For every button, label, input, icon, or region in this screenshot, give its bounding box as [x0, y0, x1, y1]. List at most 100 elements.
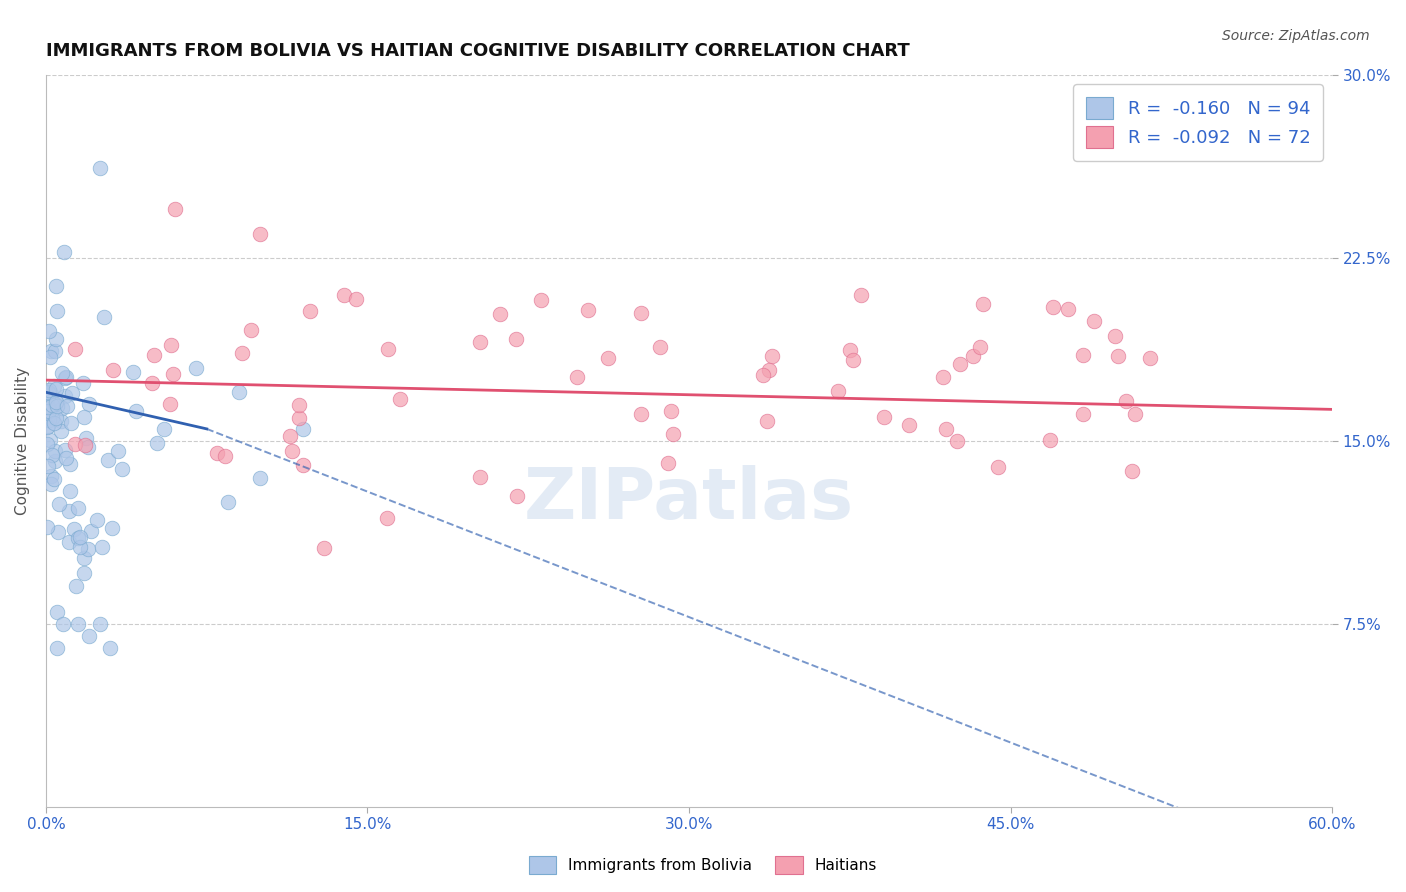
Legend: Immigrants from Bolivia, Haitians: Immigrants from Bolivia, Haitians [523, 850, 883, 880]
Point [578, 302, 600, 317]
Point [207, 446, 229, 460]
Point [842, 353, 865, 368]
Point [41, 411, 63, 425]
Point [1071, 348, 1094, 362]
Point [565, 369, 588, 384]
Point [44, 472, 66, 486]
Point [288, 398, 311, 412]
Point [72, 376, 94, 391]
Point [55, 370, 77, 384]
Point [630, 306, 652, 320]
Point [77, 441, 100, 455]
Point [1057, 301, 1080, 316]
Point [945, 434, 967, 448]
Point [278, 429, 301, 443]
Point [73, 566, 96, 580]
Point [73, 409, 96, 424]
Point [67, 617, 90, 632]
Point [79, 397, 101, 411]
Text: Source: ZipAtlas.com: Source: ZipAtlas.com [1222, 29, 1369, 44]
Point [949, 357, 972, 371]
Point [37, 458, 59, 473]
Point [58, 504, 80, 518]
Point [45, 411, 67, 425]
Point [44, 396, 66, 410]
Point [962, 350, 984, 364]
Point [1042, 300, 1064, 314]
Point [468, 470, 491, 484]
Point [63, 437, 86, 451]
Text: IMMIGRANTS FROM BOLIVIA VS HAITIAN COGNITIVE DISABILITY CORRELATION CHART: IMMIGRANTS FROM BOLIVIA VS HAITIAN COGNI… [46, 42, 910, 60]
Point [56, 399, 79, 413]
Point [38, 350, 60, 364]
Point [37, 418, 59, 433]
Point [488, 307, 510, 321]
Point [39, 469, 62, 483]
Point [46, 525, 69, 540]
Point [39, 343, 62, 358]
Point [37, 391, 59, 405]
Point [45, 605, 67, 619]
Point [45, 641, 67, 656]
Point [239, 323, 262, 337]
Point [972, 296, 994, 310]
Point [37, 401, 59, 415]
Point [63, 522, 86, 536]
Point [468, 335, 491, 350]
Point [89, 161, 111, 175]
Point [37, 385, 59, 400]
Point [59, 457, 82, 471]
Point [1123, 407, 1146, 421]
Point [839, 343, 862, 357]
Point [98, 641, 121, 656]
Point [39, 386, 62, 401]
Legend: R =  -0.160   N = 94, R =  -0.092   N = 72: R = -0.160 N = 94, R = -0.092 N = 72 [1074, 84, 1323, 161]
Point [53, 389, 76, 403]
Point [42, 379, 65, 393]
Point [969, 340, 991, 354]
Point [76, 542, 98, 557]
Point [505, 332, 527, 346]
Point [44, 443, 66, 458]
Point [1115, 394, 1137, 409]
Text: ZIPatlas: ZIPatlas [524, 465, 853, 534]
Point [249, 471, 271, 485]
Point [93, 310, 115, 325]
Point [58, 534, 80, 549]
Point [314, 541, 336, 556]
Point [163, 202, 186, 217]
Point [873, 409, 896, 424]
Point [60, 386, 83, 401]
Point [1121, 463, 1143, 477]
Point [51, 401, 73, 415]
Point [231, 346, 253, 360]
Point [37, 437, 59, 451]
Point [1104, 329, 1126, 343]
Point [146, 436, 169, 450]
Point [73, 551, 96, 566]
Point [827, 384, 849, 398]
Point [931, 369, 953, 384]
Point [53, 371, 76, 385]
Point [38, 433, 60, 447]
Point [73, 438, 96, 452]
Point [388, 392, 411, 406]
Point [60, 417, 83, 431]
Point [46, 400, 69, 414]
Point [52, 244, 75, 259]
Point [281, 443, 304, 458]
Point [44, 454, 66, 468]
Point [752, 368, 775, 383]
Point [125, 404, 148, 418]
Point [657, 456, 679, 470]
Point [101, 363, 124, 377]
Point [37, 519, 59, 533]
Point [59, 483, 82, 498]
Point [756, 414, 779, 428]
Point [38, 413, 60, 427]
Point [107, 444, 129, 458]
Point [121, 366, 143, 380]
Point [97, 453, 120, 467]
Point [292, 422, 315, 436]
Point [49, 414, 72, 428]
